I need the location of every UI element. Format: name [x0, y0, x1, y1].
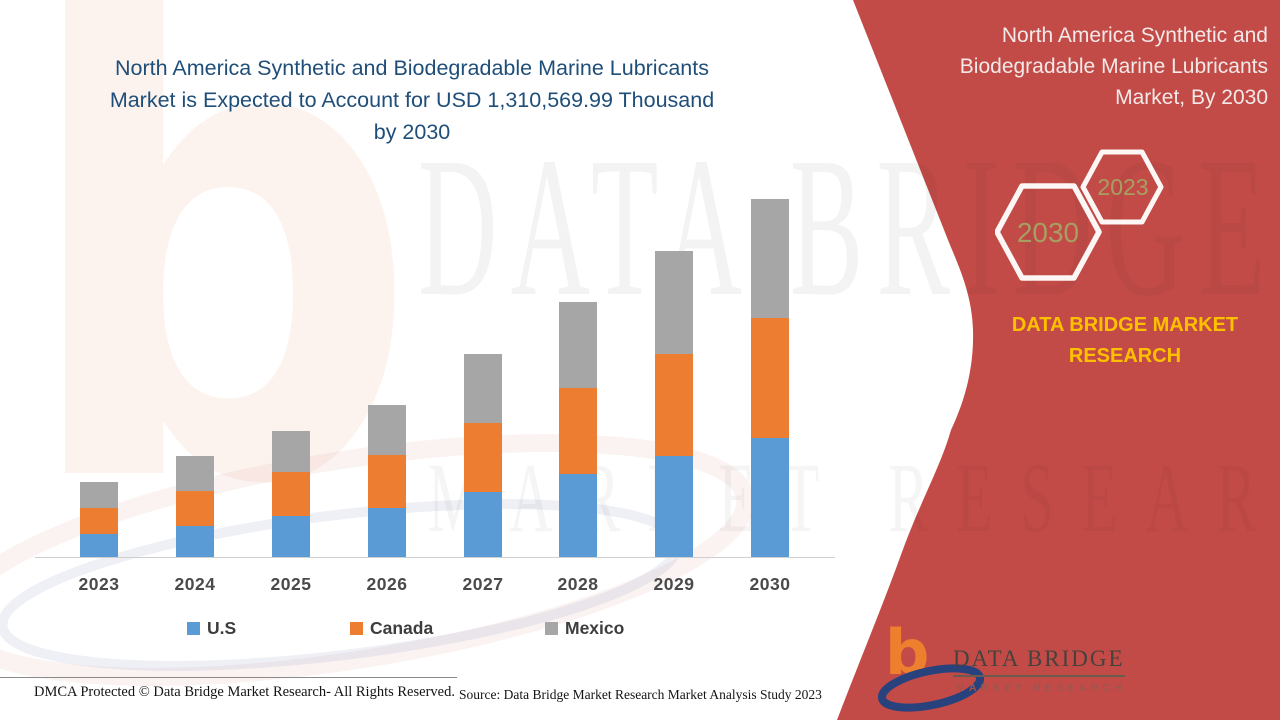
chart-title-line: by 2030 — [373, 120, 451, 144]
logo-swoosh-icon — [877, 664, 985, 712]
x-axis-label-2025: 2025 — [270, 574, 312, 594]
watermark-brand-text: DATA BRIDGE — [418, 117, 1279, 338]
bar-column-2027 — [464, 0, 502, 720]
bar-column-2028 — [559, 0, 597, 720]
bar-segment-us — [176, 526, 214, 558]
bar-segment-us — [80, 534, 118, 558]
bar-segment-mexico — [176, 455, 214, 491]
bar-segment-mexico — [80, 482, 118, 508]
panel-title-line: North America Synthetic and — [1001, 24, 1268, 47]
bar-segment-us — [464, 491, 502, 558]
brand-name-line: DATA BRIDGE MARKET — [1011, 314, 1239, 336]
legend-label-mexico: Mexico — [565, 618, 625, 638]
chart-title: North America Synthetic and Biodegradabl… — [42, 52, 782, 148]
x-axis-label-2023: 2023 — [78, 574, 120, 594]
bar-segment-canada — [559, 387, 597, 474]
footer-divider — [0, 677, 457, 678]
bar-column-2024 — [176, 0, 214, 720]
legend-swatch-canada — [350, 622, 363, 635]
bar-column-2025 — [272, 0, 310, 720]
x-axis-label-2030: 2030 — [749, 574, 791, 594]
bar-segment-mexico — [368, 405, 406, 455]
legend-item-us: U.S — [187, 618, 236, 639]
dmca-text: DMCA Protected © Data Bridge Market Rese… — [34, 684, 455, 700]
bar-segment-canada — [272, 472, 310, 516]
bar-segment-mexico — [559, 301, 597, 388]
hexagon-year-2023: 2023 — [1097, 174, 1149, 200]
x-axis-label-2027: 2027 — [462, 574, 504, 594]
x-axis-label-2028: 2028 — [557, 574, 599, 594]
databridge-logo: b DATA BRIDGE MARKET RESEARCH — [877, 622, 1133, 714]
source-text: Source: Data Bridge Market Research Mark… — [459, 687, 822, 702]
bar-segment-mexico — [464, 353, 502, 423]
panel-title-line: Market, By 2030 — [1115, 86, 1268, 109]
legend-label-us: U.S — [207, 618, 237, 638]
bar-segment-canada — [751, 317, 789, 438]
bar-column-2029 — [655, 0, 693, 720]
bar-segment-canada — [368, 455, 406, 508]
x-axis-line — [35, 557, 835, 558]
legend-label-canada: Canada — [370, 618, 434, 638]
bar-segment-us — [655, 455, 693, 558]
bar-segment-canada — [176, 490, 214, 526]
hexagon-year-2030: 2030 — [1016, 217, 1080, 248]
chart-title-line: Market is Expected to Account for USD 1,… — [109, 88, 715, 112]
bar-segment-mexico — [751, 198, 789, 318]
bar-segment-canada — [655, 353, 693, 456]
bar-segment-us — [751, 437, 789, 558]
bar-segment-mexico — [655, 250, 693, 354]
bar-segment-canada — [464, 422, 502, 492]
bar-segment-us — [559, 473, 597, 558]
chart-legend: U.S Canada Mexico — [0, 618, 860, 644]
hexagon-icons — [995, 149, 1164, 281]
panel-title-line: Biodegradable Marine Lubricants — [959, 55, 1268, 78]
legend-item-mexico: Mexico — [545, 618, 624, 639]
bar-segment-mexico — [272, 431, 310, 472]
bar-chart — [80, 0, 789, 720]
logo-tagline-text: MARKET RESEARCH — [956, 682, 1126, 694]
x-axis-label-2029: 2029 — [653, 574, 695, 594]
bar-column-2026 — [368, 0, 406, 720]
brand-name-line: RESEARCH — [1068, 345, 1182, 367]
logo-name-text: DATA BRIDGE — [953, 646, 1125, 677]
chart-title-line: North America Synthetic and Biodegradabl… — [115, 56, 709, 80]
bar-segment-us — [272, 516, 310, 558]
bar-column-2030 — [751, 0, 789, 720]
watermark-logo-b-icon: b — [18, 0, 420, 629]
x-axis-label-2024: 2024 — [174, 574, 216, 594]
brand-name-text: DATA BRIDGE MARKET RESEARCH — [980, 310, 1270, 372]
x-axis-label-2026: 2026 — [366, 574, 408, 594]
panel-title: North America Synthetic and Biodegradabl… — [848, 20, 1268, 113]
bar-segment-canada — [80, 508, 118, 534]
bar-column-2023 — [80, 0, 118, 720]
legend-swatch-us — [187, 622, 200, 635]
bar-segment-us — [368, 508, 406, 558]
legend-swatch-mexico — [545, 622, 558, 635]
legend-item-canada: Canada — [350, 618, 433, 639]
